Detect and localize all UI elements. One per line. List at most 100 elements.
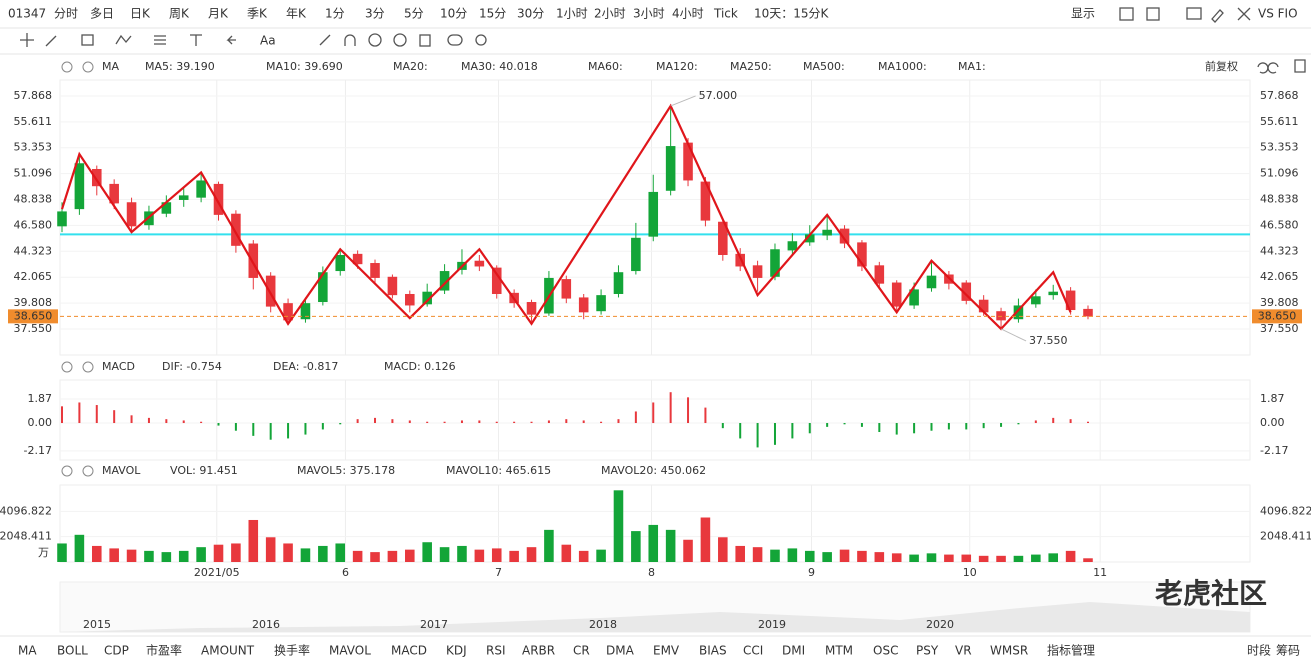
period-tab[interactable]: 15分 — [479, 7, 506, 21]
bar — [113, 410, 116, 424]
period-tab[interactable]: 周K — [169, 7, 190, 21]
period-tab[interactable]: 2小时 — [594, 7, 626, 21]
indicator-tab[interactable]: MAVOL — [329, 644, 371, 658]
y-tick-label: 4096.822 — [0, 504, 52, 517]
period-tab[interactable]: 分时 — [54, 7, 78, 21]
candle-body — [822, 229, 832, 236]
y-tick-label: 37.550 — [14, 322, 53, 335]
y-tick-label: 37.550 — [1260, 322, 1299, 335]
period-tab[interactable]: 多日 — [90, 7, 114, 21]
annotation: 57.000 — [699, 89, 738, 102]
bar — [804, 550, 815, 562]
close-icon[interactable] — [82, 61, 94, 73]
indicator-tab[interactable]: MA — [18, 644, 37, 658]
indicator-tab[interactable]: KDJ — [446, 644, 467, 658]
indicator-tab[interactable]: CR — [573, 644, 590, 658]
indicator-tab[interactable]: VR — [955, 644, 972, 658]
stock-code[interactable]: 01347 — [8, 7, 46, 21]
side-tab[interactable]: 时段 — [1247, 643, 1271, 658]
indicator-tab[interactable]: DMA — [606, 644, 635, 658]
period-tab[interactable]: 10分 — [440, 7, 467, 21]
indicator-tab[interactable]: EMV — [653, 644, 680, 658]
x-tick-label: 10 — [963, 566, 977, 579]
bar — [565, 419, 568, 424]
indicator-tab[interactable]: ARBR — [522, 644, 555, 658]
period-tab[interactable]: 日K — [130, 7, 151, 21]
bar — [826, 423, 829, 427]
bar — [196, 547, 206, 562]
indicator-tab[interactable]: 指标管理 — [1047, 643, 1095, 658]
y-tick-label: 39.808 — [14, 296, 53, 309]
indicator-tab[interactable]: 市盈率 — [146, 643, 182, 658]
indicator-tab[interactable]: CDP — [104, 644, 129, 658]
indicator-tab[interactable]: AMOUNT — [201, 644, 255, 658]
display-menu[interactable]: 显示 — [1071, 7, 1095, 21]
bar — [613, 490, 624, 562]
period-tab[interactable]: 1分 — [325, 7, 345, 21]
bar — [374, 417, 377, 424]
compare[interactable]: VS FIO — [1258, 7, 1298, 21]
indicator-tab[interactable]: PSY — [916, 644, 939, 658]
period-tab[interactable]: 3小时 — [633, 7, 665, 21]
bar — [822, 552, 832, 562]
indicator-value: MA500: — [803, 60, 845, 73]
year-label: 2019 — [758, 618, 786, 631]
candle-body — [196, 180, 206, 198]
indicator-tab[interactable]: BIAS — [699, 644, 727, 658]
y-tick-label: 0.00 — [28, 416, 53, 429]
bar — [1034, 420, 1037, 424]
candle-body — [770, 249, 780, 277]
candle-body — [405, 293, 415, 306]
period-tab[interactable]: 年K — [286, 7, 307, 21]
settings-icon[interactable] — [61, 61, 73, 73]
indicator-tab[interactable]: CCI — [743, 644, 763, 658]
indicator-tab[interactable]: 换手率 — [274, 643, 310, 658]
bar — [269, 423, 272, 440]
drawing-tools[interactable] — [20, 7, 1306, 74]
settings-icon[interactable] — [61, 361, 73, 373]
candle-body — [874, 265, 885, 284]
bar — [265, 537, 276, 562]
adjust[interactable]: 前复权 — [1205, 59, 1238, 73]
period-tab[interactable]: 30分 — [517, 7, 544, 21]
settings-icon[interactable] — [61, 465, 73, 477]
y-tick-label: 42.065 — [14, 270, 53, 283]
indicator-tab[interactable]: BOLL — [57, 644, 88, 658]
period-tab[interactable]: Tick — [713, 7, 738, 21]
bar — [300, 548, 311, 562]
candle-body — [109, 183, 119, 204]
bar — [1052, 417, 1055, 424]
bar — [582, 420, 585, 424]
period-tab[interactable]: 月K — [208, 7, 229, 21]
period-tab[interactable]: 10天：15分K — [754, 7, 830, 21]
indicator-tab[interactable]: WMSR — [990, 644, 1028, 658]
candle-body — [752, 265, 763, 278]
bar — [495, 421, 498, 424]
candle-body — [909, 289, 919, 306]
period-tab[interactable]: 4小时 — [672, 7, 704, 21]
period-tab[interactable]: 1小时 — [556, 7, 588, 21]
close-icon[interactable] — [82, 361, 94, 373]
bar — [491, 548, 502, 562]
y-tick-label: 51.096 — [14, 167, 53, 180]
candle-body — [1013, 305, 1024, 320]
y-tick-label: 39.808 — [1260, 296, 1299, 309]
side-tab[interactable]: 筹码 — [1276, 644, 1300, 658]
period-tab[interactable]: 季K — [247, 7, 268, 21]
indicator-tab[interactable]: MTM — [825, 644, 853, 658]
indicator-tab[interactable]: MACD — [391, 644, 427, 658]
indicator-tab[interactable]: RSI — [486, 644, 506, 658]
text-tool[interactable]: Aa — [260, 34, 276, 48]
candle-body — [787, 241, 798, 251]
bar — [913, 423, 916, 434]
indicator-tab[interactable]: OSC — [873, 644, 898, 658]
close-icon[interactable] — [82, 465, 94, 477]
period-tab[interactable]: 5分 — [404, 7, 424, 21]
indicator-value: MA60: — [588, 60, 623, 73]
indicator-tab[interactable]: DMI — [782, 644, 805, 658]
annotation: 37.550 — [1029, 334, 1068, 347]
candle-body — [1065, 290, 1076, 311]
indicator-value: MAVOL20: 450.062 — [601, 464, 706, 477]
candle-body — [718, 221, 728, 255]
period-tab[interactable]: 3分 — [365, 7, 385, 21]
